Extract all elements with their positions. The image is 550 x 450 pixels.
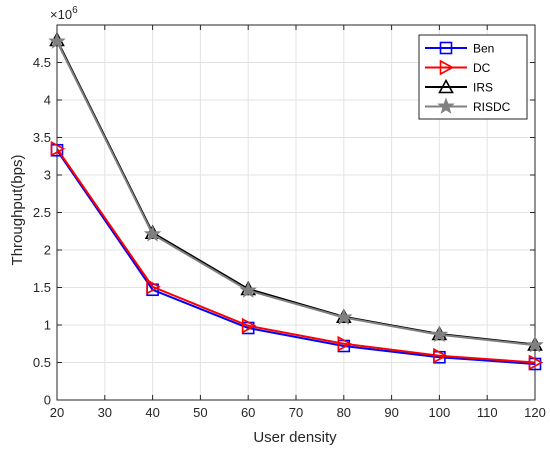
legend-item-risdc: RISDC	[425, 97, 511, 114]
x-tick-label: 120	[524, 405, 546, 420]
x-tick-label: 30	[98, 405, 112, 420]
data-point-dc	[50, 140, 66, 157]
legend: Ben DC IRS RISDC	[418, 34, 528, 120]
legend-item-dc: DC	[425, 59, 491, 76]
y-tick-label: 0.5	[33, 355, 51, 370]
x-axis-label: User density	[253, 429, 337, 446]
y-tick-label: 3.5	[33, 130, 51, 145]
y-tick-label: 1.5	[33, 280, 51, 295]
y-exponent-label: ×106	[50, 5, 78, 22]
legend-marker-irs	[438, 78, 454, 94]
data-point-risdc	[143, 225, 162, 242]
legend-marker-risdc	[437, 97, 455, 114]
series-line-risdc	[56, 41, 536, 347]
legend-marker-dc	[439, 59, 455, 76]
legend-item-irs: IRS	[425, 78, 493, 95]
data-point-dc	[241, 317, 257, 334]
x-tick-label: 40	[145, 405, 159, 420]
data-point-risdc	[335, 308, 353, 325]
y-axis-label: Throughput(bps)	[9, 155, 26, 266]
x-tick-label: 110	[477, 405, 498, 420]
series-risdc	[48, 32, 544, 353]
legend-marker-ben	[439, 41, 453, 55]
x-tick-label: 60	[241, 405, 255, 420]
y-tick-label: 0	[44, 393, 51, 408]
series-dc	[50, 140, 544, 371]
data-point-dc	[337, 335, 352, 352]
data-point-risdc	[430, 325, 449, 343]
series-line-dc	[56, 148, 536, 364]
y-tick-label: 4.5	[33, 55, 51, 70]
y-tick-label: 1	[44, 318, 51, 333]
data-point-risdc	[48, 32, 66, 49]
legend-label-risdc: RISDC	[473, 100, 511, 114]
y-tick-label: 2	[44, 243, 51, 258]
data-point-dc	[528, 354, 544, 371]
x-tick-label: 50	[193, 405, 207, 420]
x-tick-label: 90	[384, 405, 398, 420]
x-tick-label: 70	[289, 405, 303, 420]
y-tick-label: 4	[44, 93, 51, 108]
x-tick-label: 80	[337, 405, 351, 420]
x-tick-label: 100	[429, 405, 451, 420]
series-line-ben	[56, 149, 536, 365]
y-tick-label: 3	[44, 168, 51, 183]
data-point-dc	[433, 347, 448, 364]
x-tick-label: 20	[50, 405, 64, 420]
y-tick-label: 2.5	[33, 205, 51, 220]
legend-label-dc: DC	[473, 61, 491, 75]
data-point-dc	[146, 278, 161, 295]
legend-label-irs: IRS	[473, 81, 493, 95]
axis-ticks: 20 30 40 50 60 70 80 90 100 110 120 0 0.5 1 1.5 2 2.5 3 3.…	[33, 25, 546, 420]
legend-label-ben: Ben	[473, 42, 494, 56]
data-point-risdc	[239, 281, 257, 298]
data-point-risdc	[526, 336, 544, 353]
legend-item-ben: Ben	[425, 42, 494, 56]
series	[48, 31, 544, 371]
